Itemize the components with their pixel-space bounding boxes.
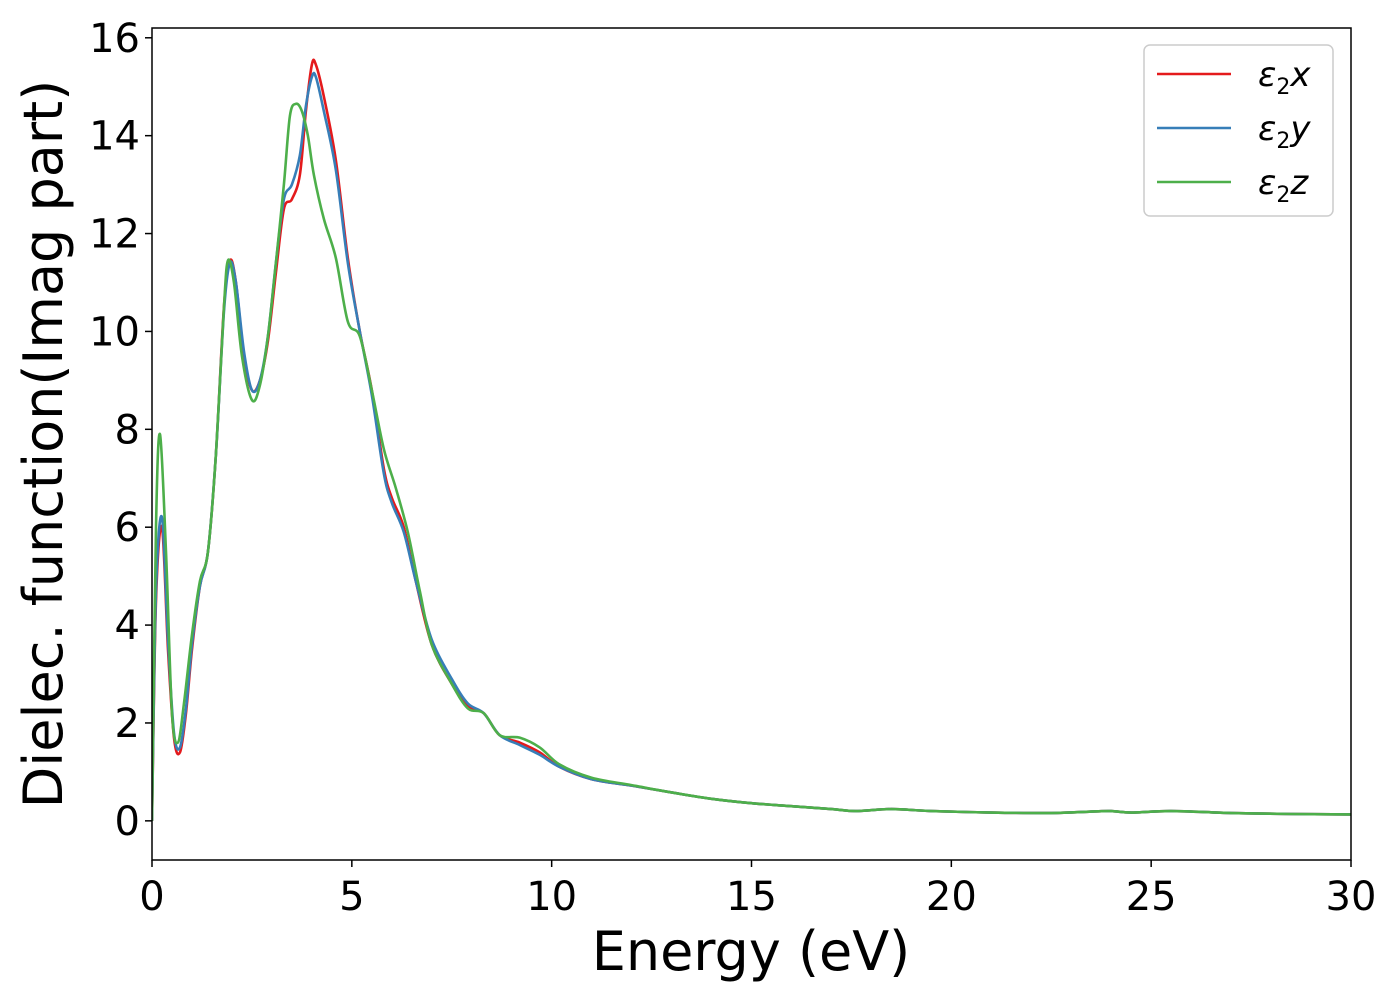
x-tick-label: 10 xyxy=(526,874,577,920)
y-tick-label: 10 xyxy=(89,309,140,355)
y-tick-label: 0 xyxy=(115,799,140,845)
y-axis-label: Dielec. function(Imag part) xyxy=(12,80,75,809)
x-tick-label: 0 xyxy=(139,874,164,920)
legend: ε2x ε2y ε2z xyxy=(1143,44,1334,217)
x-tick-label: 25 xyxy=(1126,874,1177,920)
series-line-z xyxy=(152,102,1351,821)
x-tick-label: 20 xyxy=(926,874,977,920)
legend-box xyxy=(1143,44,1334,217)
y-tick-label: 12 xyxy=(89,212,140,258)
y-tick-label: 14 xyxy=(89,114,140,160)
y-tick-label: 6 xyxy=(115,505,140,551)
legend-label-x: ε2x xyxy=(1258,55,1311,100)
legend-label-z: ε2z xyxy=(1258,163,1309,208)
series-layer xyxy=(152,58,1351,821)
x-axis-label: Energy (eV) xyxy=(592,920,911,983)
y-tick-label: 8 xyxy=(115,407,140,453)
y-tick-label: 16 xyxy=(89,16,140,62)
x-tick-label: 15 xyxy=(726,874,777,920)
y-tick-label: 4 xyxy=(115,603,140,649)
x-tick-label: 5 xyxy=(339,874,364,920)
y-axis: 0 2 4 6 8 10 12 14 16 xyxy=(89,16,152,845)
x-tick-label: 30 xyxy=(1326,874,1377,920)
y-tick-label: 2 xyxy=(115,701,140,747)
legend-label-y: ε2y xyxy=(1258,109,1311,154)
x-axis: 0 5 10 15 20 25 30 xyxy=(139,860,1376,920)
